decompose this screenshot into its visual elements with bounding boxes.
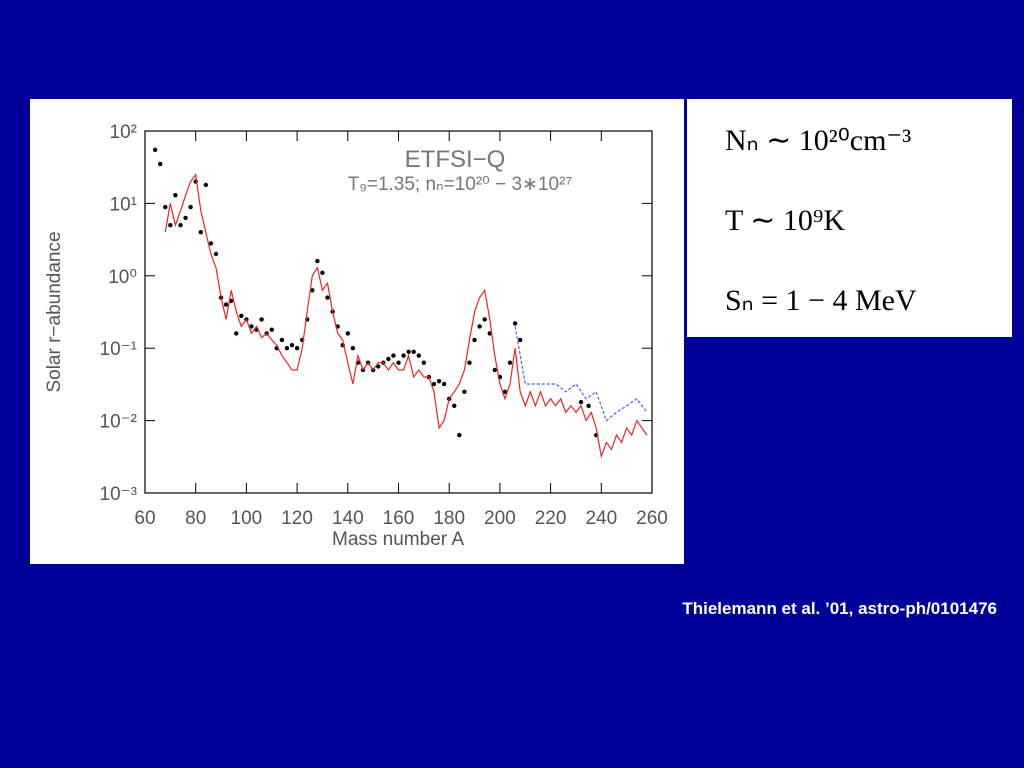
line — [164, 173, 648, 459]
data-point — [391, 353, 396, 358]
data-point — [411, 349, 416, 355]
y-tick-label: 10⁻³ — [100, 484, 138, 505]
data-point — [502, 389, 508, 394]
data-point — [158, 161, 163, 167]
chart-subtitle: T₉=1.35; nₙ=10²⁰ − 3∗10²⁷ — [348, 174, 573, 195]
data-point — [578, 399, 584, 405]
citation: Thielemann et al. ’01, astro-ph/0101476 — [682, 599, 997, 618]
data-point — [512, 321, 518, 326]
y-axis-label: Solar r−abundance — [44, 231, 65, 392]
data-point — [198, 230, 203, 235]
data-point — [441, 381, 447, 387]
data-point — [310, 288, 315, 293]
data-point — [168, 222, 173, 228]
data-point — [208, 241, 214, 246]
data-point — [421, 360, 427, 365]
data-point — [386, 356, 391, 362]
data-point — [350, 346, 356, 351]
x-tick-label: 260 — [636, 508, 668, 529]
data-point — [436, 379, 442, 384]
data-point — [183, 215, 188, 221]
data-point — [477, 324, 482, 329]
data-point — [234, 331, 239, 336]
data-point — [487, 331, 492, 336]
dotted-line — [514, 326, 648, 422]
data-point — [472, 337, 477, 343]
x-tick-label: 80 — [185, 508, 206, 529]
x-tick-label: 180 — [433, 508, 465, 529]
x-tick-label: 100 — [231, 508, 263, 529]
data-point — [284, 346, 290, 351]
data-point — [152, 147, 158, 152]
chart-title: ETFSI−Q — [405, 146, 506, 173]
data-point — [482, 317, 487, 322]
data-point — [188, 204, 193, 210]
data-point — [269, 327, 274, 332]
data-point — [315, 258, 320, 264]
data-point — [320, 270, 325, 276]
x-tick-label: 140 — [332, 508, 364, 529]
x-tick-label: 120 — [281, 508, 313, 529]
x-tick-label: 200 — [484, 508, 516, 529]
x-tick-label: 240 — [585, 508, 617, 529]
data-point — [325, 295, 330, 300]
x-tick-label: 160 — [383, 508, 415, 529]
data-point — [401, 353, 406, 358]
chart-panel — [30, 99, 684, 564]
data-point — [345, 331, 350, 336]
data-point — [416, 353, 421, 358]
data-point — [457, 432, 462, 438]
data-point — [467, 360, 472, 365]
x-tick-label: 60 — [134, 508, 155, 529]
data-point — [586, 403, 591, 409]
equation-panel — [687, 99, 1012, 337]
y-tick-label: 10² — [110, 122, 137, 143]
equation: Sₙ = 1 − 4 MeV — [725, 284, 917, 317]
equation: Nₙ ∼ 10²⁰cm⁻³ — [725, 124, 911, 157]
data-point — [239, 313, 244, 319]
data-point — [163, 204, 168, 210]
data-point — [452, 403, 457, 409]
x-tick-label: 220 — [535, 508, 567, 529]
y-tick-label: 10⁻¹ — [100, 339, 138, 360]
data-point — [259, 317, 264, 322]
x-axis-label: Mass number A — [332, 529, 464, 550]
equation: T ∼ 10⁹K — [725, 204, 845, 237]
data-point — [213, 251, 219, 257]
data-point — [203, 182, 209, 188]
data-point — [431, 381, 437, 387]
data-point — [376, 364, 381, 369]
y-tick-label: 10¹ — [110, 194, 137, 215]
data-point — [396, 360, 401, 365]
data-point — [507, 360, 513, 365]
data-point — [406, 349, 411, 355]
data-point — [279, 337, 285, 343]
data-point — [289, 343, 295, 348]
data-point — [173, 192, 178, 198]
data-point — [249, 324, 254, 329]
data-point — [223, 302, 229, 307]
y-tick-label: 10⁻² — [100, 412, 138, 433]
data-point — [178, 222, 183, 228]
data-point — [462, 389, 467, 394]
data-point — [517, 337, 523, 343]
data-point — [294, 346, 300, 351]
data-point — [492, 367, 498, 373]
y-tick-label: 10⁰ — [108, 267, 137, 288]
